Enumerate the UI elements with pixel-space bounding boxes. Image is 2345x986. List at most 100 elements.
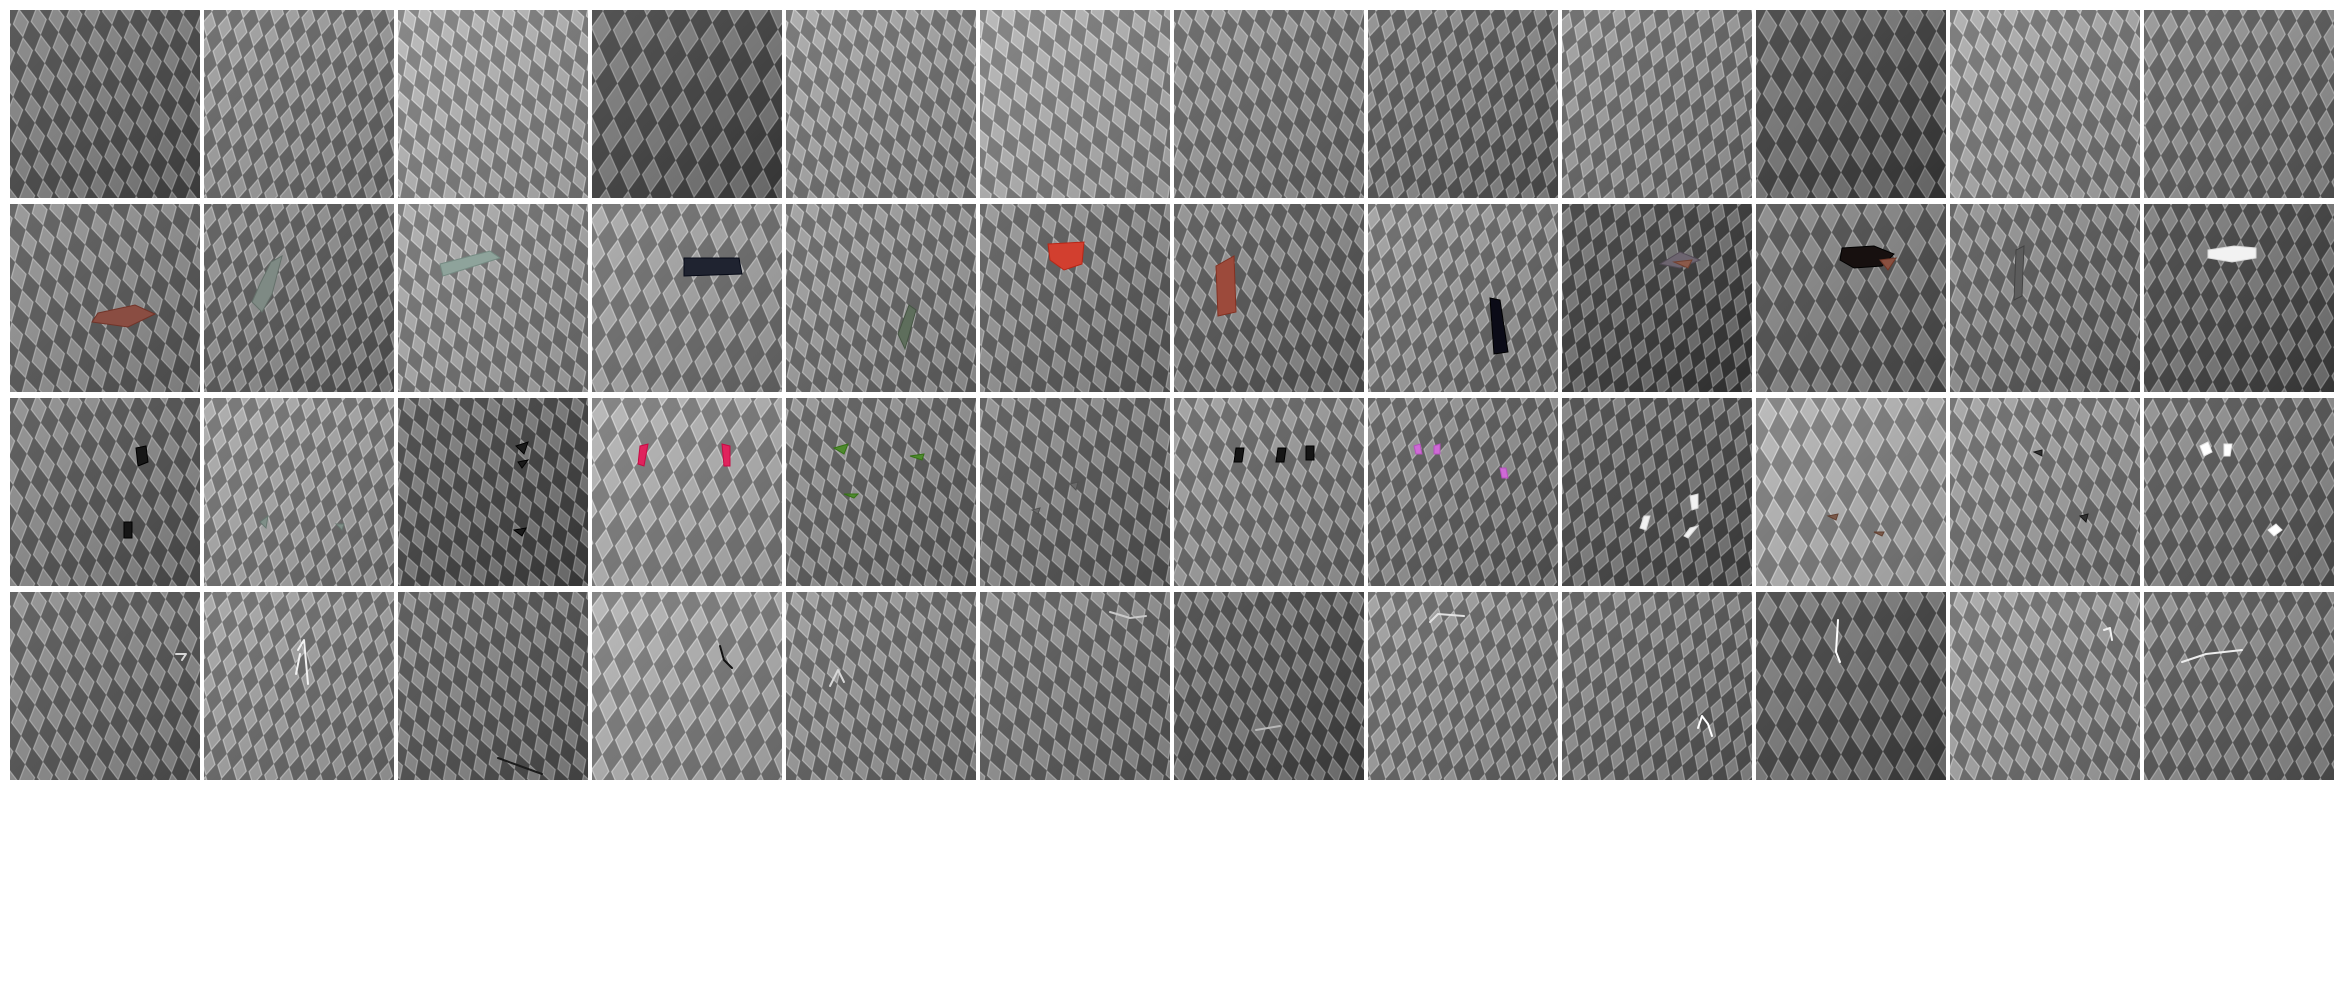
mesh-photo [980,204,1170,392]
mesh-photo [592,398,782,586]
mesh-photo [786,398,976,586]
mesh-photo [1562,10,1752,198]
image-tile [2144,592,2334,780]
lighting-overlay [2144,398,2334,586]
defect-object [2079,513,2089,523]
lighting-overlay [204,398,394,586]
mesh-photo [1174,398,1364,586]
image-tile [1950,398,2140,586]
mesh-photo [592,204,782,392]
image-tile [10,10,200,198]
lighting-overlay [1562,204,1752,392]
image-tile [1950,10,2140,198]
image-tile [1562,204,1752,392]
image-tile [398,592,588,780]
lighting-overlay [1174,10,1364,198]
lighting-overlay [592,10,782,198]
defect-object [297,639,309,685]
image-tile [10,592,200,780]
image-tile [592,398,782,586]
lighting-overlay [1950,398,2140,586]
lighting-overlay [1756,10,1946,198]
lighting-overlay [1756,398,1946,586]
image-tile [1368,204,1558,392]
mesh-photo [1174,204,1364,392]
defect-object [1879,257,1898,271]
image-tile [1368,592,1558,780]
mesh-photo [1950,398,2140,586]
defect-object [251,255,283,313]
defect-object [1639,515,1651,531]
lighting-overlay [786,398,976,586]
image-tile [1950,204,2140,392]
image-tile [204,592,394,780]
image-tile [1756,204,1946,392]
defect-object [1839,245,1895,269]
mesh-photo [2144,592,2334,780]
defect-object [1689,493,1699,511]
mesh-photo [1950,592,2140,780]
defect-object [843,493,860,499]
image-tile [980,592,1170,780]
image-tile [980,204,1170,392]
lighting-overlay [1756,592,1946,780]
defect-object [2032,449,2043,457]
defect-object [1433,443,1441,455]
lighting-overlay [204,204,394,392]
lighting-overlay [204,10,394,198]
defect-object [1429,613,1465,623]
mesh-photo [2144,398,2334,586]
lighting-overlay [980,398,1170,586]
lighting-overlay [398,398,588,586]
lighting-overlay [398,204,588,392]
defect-object [1873,531,1885,537]
defect-object [2103,627,2113,641]
lighting-overlay [1756,204,1946,392]
defect-object [1255,725,1281,731]
mesh-photo [204,204,394,392]
defect-object [1233,447,1245,463]
lighting-overlay [1174,204,1364,392]
defect-object [1413,443,1423,455]
lighting-overlay [1950,204,2140,392]
lighting-overlay [398,592,588,780]
image-tile [398,204,588,392]
mesh-photo [10,204,200,392]
defect-object [295,653,301,675]
image-tile [10,398,200,586]
mesh-photo [398,204,588,392]
mesh-photo [786,592,976,780]
lighting-overlay [592,204,782,392]
image-tile [592,592,782,780]
image-tile [1562,592,1752,780]
defect-object [909,453,925,461]
mesh-photo [2144,204,2334,392]
image-tile [1174,398,1364,586]
defect-object [1030,507,1041,515]
mesh-photo [1368,204,1558,392]
mesh-photo [204,592,394,780]
defect-object [1672,259,1693,269]
lighting-overlay [1368,10,1558,198]
defect-object [683,257,743,277]
defect-object [2207,245,2257,263]
lighting-overlay [1368,592,1558,780]
mesh-photo [2144,10,2334,198]
defect-object [832,443,849,455]
defect-object [135,445,149,467]
image-tile [398,398,588,586]
lighting-overlay [2144,204,2334,392]
defect-object [1215,255,1237,317]
lighting-overlay [980,592,1170,780]
mesh-photo [786,204,976,392]
lighting-overlay [398,10,588,198]
image-tile [1562,10,1752,198]
image-tile [786,10,976,198]
defect-object [2181,649,2243,663]
defect-object [1305,445,1315,461]
image-tile [204,204,394,392]
mesh-photo [10,592,200,780]
mesh-photo [1950,10,2140,198]
lighting-overlay [592,592,782,780]
mesh-photo [1950,204,2140,392]
